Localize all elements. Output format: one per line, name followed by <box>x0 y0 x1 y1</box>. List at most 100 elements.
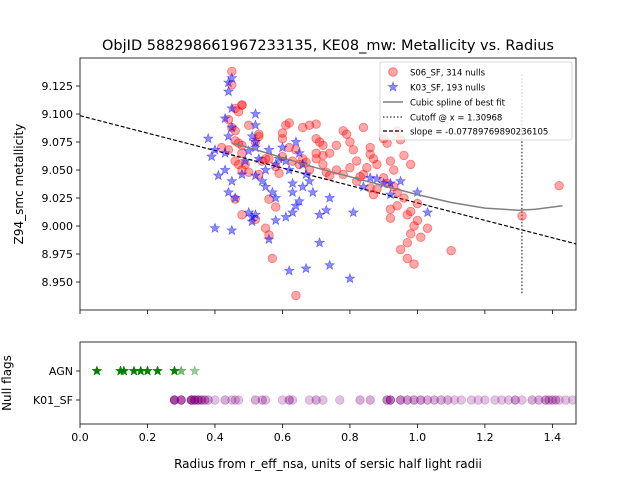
k03-sf-point <box>384 188 396 200</box>
s06-sf-point <box>257 156 267 166</box>
k01-sf-point <box>449 395 460 405</box>
k03-sf-point <box>421 206 434 218</box>
s06-sf-point <box>230 126 240 136</box>
k01-sf-point <box>541 395 551 405</box>
k03-sf-point <box>206 150 218 162</box>
k03-sf-point <box>270 158 282 170</box>
k03-sf-point <box>222 76 235 88</box>
k03-sf-point <box>283 164 295 175</box>
agn-point <box>118 365 130 376</box>
agn-point <box>142 365 153 376</box>
k03-sf-point <box>276 141 289 153</box>
bottom-ytick-label: K01_SF <box>33 394 73 407</box>
k01-sf-point <box>456 395 466 405</box>
k03-sf-point <box>219 147 231 158</box>
k03-sf-point <box>357 180 369 192</box>
k03-sf-point <box>256 175 268 186</box>
s06-sf-point <box>297 122 308 133</box>
s06-sf-point <box>345 137 355 147</box>
k01-sf-point <box>176 395 186 405</box>
k01-sf-point <box>517 395 527 405</box>
legend: S06_SF, 314 nulls K03_SF, 193 nulls Cubi… <box>379 61 573 141</box>
s06-sf-point <box>274 168 284 179</box>
k01-sf-point <box>503 395 514 405</box>
legend-label-slope: slope = -0.07789769890236105 <box>410 128 548 138</box>
bottom-ytick-label: AGN <box>49 365 73 378</box>
k01-sf-point <box>466 395 477 405</box>
s06-sf-point <box>412 215 423 226</box>
k03-sf-point <box>324 259 336 270</box>
s06-sf-point <box>351 156 362 166</box>
k01-sf-point <box>203 395 213 405</box>
s06-sf-point <box>405 159 416 170</box>
k01-sf-point <box>554 395 564 405</box>
s06-sf-point <box>217 142 227 153</box>
s06-sf-point <box>227 66 237 77</box>
s06-sf-point <box>446 245 456 256</box>
k03-sf-point <box>384 177 396 189</box>
k03-sf-point <box>226 224 238 236</box>
s06-sf-point <box>318 159 328 170</box>
k01-sf-point <box>355 395 365 405</box>
s06-sf-point <box>331 140 342 151</box>
k01-sf-point <box>277 395 288 405</box>
s06-sf-point <box>409 259 419 269</box>
s06-sf-point <box>277 133 288 144</box>
k01-sf-point <box>402 395 412 405</box>
k03-sf-point <box>246 130 258 142</box>
k03-sf-point <box>249 136 262 147</box>
bottom-xtick-label: 0.2 <box>139 431 157 444</box>
bottom-xtick-label: 1.0 <box>409 431 427 444</box>
k03-sf-point <box>364 171 376 183</box>
bottom-xtick-label: 0.8 <box>341 431 359 444</box>
k01-sf-point <box>365 395 375 405</box>
k01-sf-point <box>284 395 294 405</box>
k03-sf-point <box>300 262 312 274</box>
k03-sf-point <box>313 208 326 220</box>
k01-sf-point <box>436 395 446 405</box>
s06-sf-point <box>324 148 335 158</box>
k03-sf-point <box>222 130 235 142</box>
s06-sf-point <box>399 193 409 203</box>
k03-sf-point <box>243 206 255 218</box>
legend-label-k03: K03_SF, 193 nulls <box>410 84 486 94</box>
k01-sf-point <box>250 395 261 405</box>
s06-sf-point <box>416 232 426 242</box>
top-ytick-label: 9.025 <box>42 192 74 205</box>
bottom-xtick-label: 0.4 <box>206 431 224 444</box>
top-ytick-label: 9.075 <box>42 136 74 149</box>
k01-sf-point <box>561 395 571 405</box>
legend-label-spline: Cubic spline of best fit <box>410 99 506 109</box>
s06-sf-point <box>368 154 379 164</box>
k01-sf-point <box>568 395 576 405</box>
k03-sf-point <box>249 169 262 181</box>
s06-sf-point <box>260 223 271 233</box>
s06-sf-point <box>318 150 328 161</box>
k01-sf-point <box>395 395 406 405</box>
k03-sf-point <box>283 264 295 276</box>
fit-line <box>80 115 576 245</box>
s06-sf-point <box>314 137 325 147</box>
k01-sf-point <box>443 395 453 405</box>
top-plot-frame <box>79 57 577 311</box>
s06-sf-point <box>402 253 412 264</box>
k03-sf-point <box>270 192 282 203</box>
s06-sf-point <box>358 122 369 133</box>
chart-title: ObjID 588298661967233135, KE08_mw: Metal… <box>102 38 554 54</box>
k03-sf-point <box>219 164 231 175</box>
k01-sf-point <box>193 395 203 405</box>
legend-label-cutoff: Cutoff @ x = 1.30968 <box>410 114 502 124</box>
k01-sf-point <box>473 395 483 405</box>
s06-sf-point <box>244 167 254 177</box>
s06-sf-point <box>348 145 359 155</box>
k01-sf-point <box>510 395 520 405</box>
s06-sf-point <box>267 253 278 264</box>
s06-sf-point <box>385 204 396 214</box>
s06-sf-point <box>284 118 294 128</box>
agn-point <box>91 365 103 376</box>
k03-sf-point <box>320 204 332 216</box>
bottom-plot-frame <box>79 341 577 425</box>
s06-sf-point <box>318 140 328 151</box>
k01-sf-point <box>385 395 396 405</box>
s06-sf-point <box>399 150 409 161</box>
